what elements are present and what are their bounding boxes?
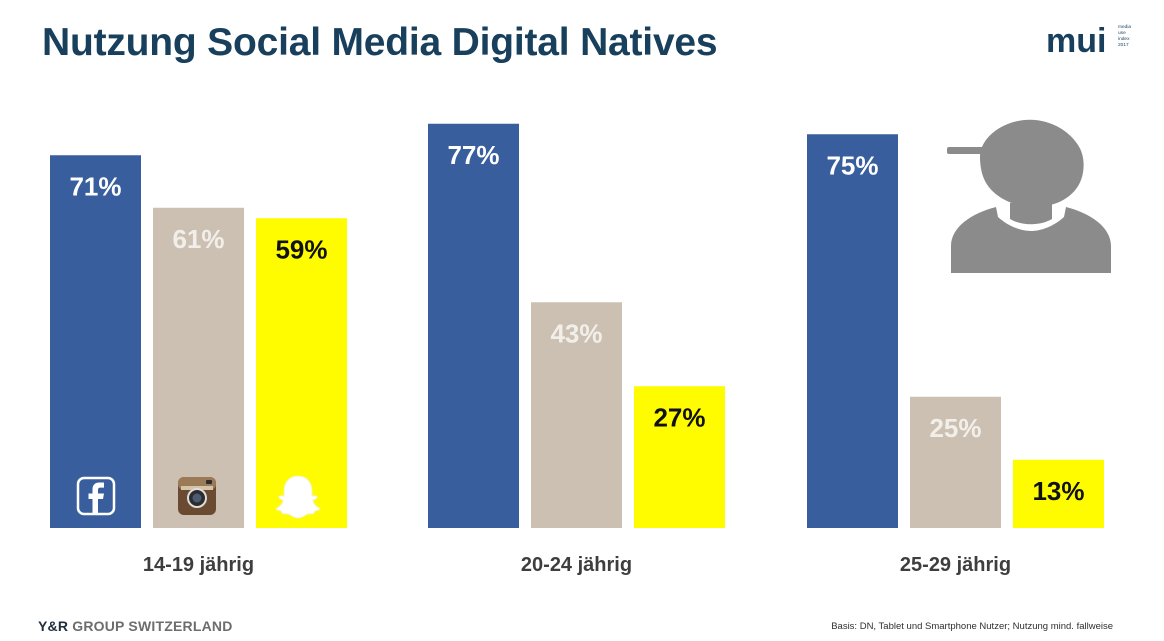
bar-value-label-1-3: 59% <box>275 234 327 264</box>
bars-layer <box>50 123 1104 528</box>
logo-text: mui <box>1046 22 1106 60</box>
bar-3-3 <box>1013 459 1104 528</box>
person-silhouette-icon <box>942 95 1120 273</box>
category-label-1: 14-19 jährig <box>143 554 254 576</box>
bar-value-label-2-3: 27% <box>653 402 705 432</box>
bar-2-1 <box>428 123 519 528</box>
footer-brand-group: GROUP SWITZERLAND <box>68 618 233 634</box>
labels-layer: 71% 61% 59% 14-19 jährig 77% 43% 27% 20-24 jähr… <box>69 140 1084 576</box>
footer-brand: Y&R GROUP SWITZERLAND <box>38 618 233 634</box>
bar-value-label-2-2: 43% <box>550 318 602 348</box>
bar-3-1 <box>807 134 898 528</box>
icons-layer <box>76 475 321 519</box>
instagram-icon <box>178 477 216 515</box>
page-title: Nutzung Social Media Digital Natives <box>42 21 718 64</box>
bar-2-2 <box>531 302 622 528</box>
bar-2-3 <box>634 386 725 528</box>
mui-logo: mui media use index 2017 <box>1046 18 1136 66</box>
category-label-3: 25-29 jährig <box>900 554 1011 576</box>
bar-3-2 <box>910 396 1001 528</box>
logo-tagline-2: use <box>1118 31 1126 36</box>
bar-1-1 <box>50 155 141 528</box>
facebook-icon <box>76 476 116 516</box>
category-label-2: 20-24 jährig <box>521 554 632 576</box>
bar-value-label-1-1: 71% <box>69 171 121 201</box>
bar-value-label-1-2: 61% <box>172 224 224 254</box>
footer-note: Basis: DN, Tablet und Smartphone Nutzer;… <box>831 621 1113 632</box>
bar-1-2 <box>153 207 244 528</box>
bar-value-label-3-1: 75% <box>826 150 878 180</box>
bar-value-label-3-2: 25% <box>929 413 981 443</box>
footer-brand-yr: Y&R <box>38 618 69 634</box>
snapchat-icon <box>275 475 321 519</box>
bar-value-label-2-1: 77% <box>447 140 499 170</box>
logo-tagline-1: media <box>1118 24 1131 30</box>
logo-tagline-3: index <box>1118 36 1130 42</box>
bar-value-label-3-3: 13% <box>1032 476 1084 506</box>
logo-tagline-4: 2017 <box>1118 42 1129 48</box>
